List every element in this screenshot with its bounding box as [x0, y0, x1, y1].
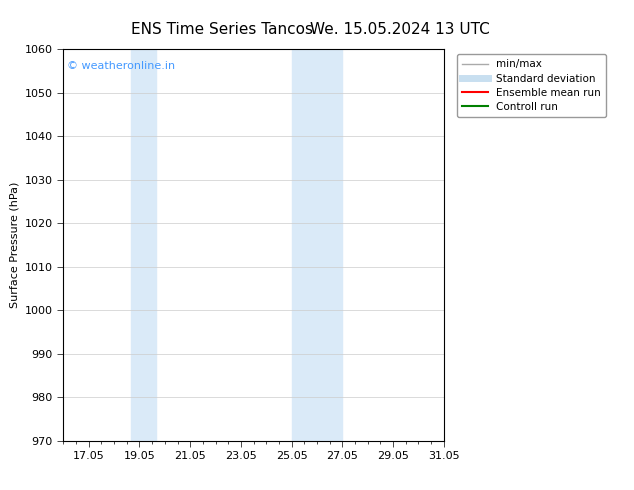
Text: ENS Time Series Tancos: ENS Time Series Tancos — [131, 22, 313, 37]
Legend: min/max, Standard deviation, Ensemble mean run, Controll run: min/max, Standard deviation, Ensemble me… — [456, 54, 606, 117]
Text: We. 15.05.2024 13 UTC: We. 15.05.2024 13 UTC — [309, 22, 489, 37]
Bar — [292, 49, 342, 441]
Text: © weatheronline.in: © weatheronline.in — [67, 61, 176, 71]
Y-axis label: Surface Pressure (hPa): Surface Pressure (hPa) — [10, 182, 19, 308]
Bar — [131, 49, 157, 441]
